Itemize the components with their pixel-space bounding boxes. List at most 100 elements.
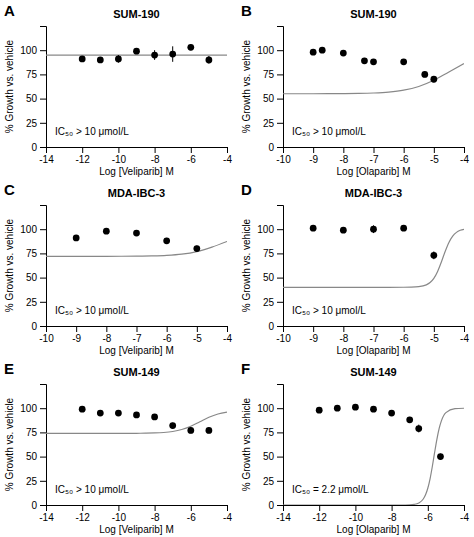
x-tick-label: -8 [339, 333, 348, 344]
x-axis-title: Log [Veliparib] M [99, 524, 174, 535]
y-tick-mark [277, 147, 283, 148]
data-point [415, 425, 422, 432]
data-point [193, 245, 200, 252]
x-tick-label: -7 [370, 154, 379, 165]
x-axis-line [47, 327, 228, 333]
y-tick-mark [277, 74, 283, 75]
data-point [169, 422, 176, 429]
data-point [310, 49, 317, 56]
y-tick-mark [277, 505, 283, 506]
plot-area: -14-12-10-8-6-40255075100SUM-190Log [Vel… [4, 8, 232, 177]
marks [283, 225, 464, 287]
y-axis-line [277, 385, 284, 506]
x-tick-mark [464, 326, 465, 332]
plot-area: -10-9-8-7-6-5-40255075100MDA-IBC-3Log [V… [4, 187, 232, 356]
data-point [334, 405, 341, 412]
y-tick-mark [40, 50, 46, 51]
x-tick: -10 [349, 505, 364, 523]
plot-area: -14-12-10-8-6-40255075100SUM-149Log [Ola… [241, 366, 469, 535]
data-point [340, 227, 347, 234]
x-tick: -14 [39, 147, 54, 165]
x-tick-mark [404, 326, 405, 332]
data-point [400, 225, 407, 232]
data-point [79, 56, 86, 63]
x-tick-label: -6 [187, 154, 196, 165]
x-tick: -10 [276, 326, 291, 344]
x-tick: -5 [430, 326, 439, 344]
x-tick-label: -12 [75, 154, 90, 165]
x-tick-label: -4 [460, 154, 469, 165]
x-axis: -10-9-8-7-6-5-4 [39, 326, 232, 344]
x-tick-label: -12 [75, 512, 90, 523]
x-tick-label: -9 [72, 333, 81, 344]
data-point [133, 230, 140, 237]
panel: -10-9-8-7-6-5-40255075100MDA-IBC-3Log [O… [241, 181, 469, 356]
y-tick-label: 100 [257, 403, 274, 414]
y-tick-mark [277, 229, 283, 230]
x-tick-label: -6 [163, 333, 172, 344]
x-axis: -10-9-8-7-6-5-4 [276, 326, 469, 344]
x-tick-mark [374, 326, 375, 332]
data-point [370, 58, 377, 65]
y-tick-label: 0 [268, 142, 274, 153]
y-tick-label: 25 [263, 118, 275, 129]
y-axis-title: % Growth vs. vehicle [241, 397, 252, 491]
y-tick: 50 [26, 272, 46, 283]
panel-label: B [241, 2, 252, 19]
y-tick-label: 75 [263, 248, 275, 259]
annotation: IC₅₀ > 10 μmol/L [55, 126, 129, 137]
x-tick-mark [434, 147, 435, 153]
x-tick-label: -8 [388, 512, 397, 523]
y-tick: 0 [31, 321, 46, 332]
y-tick-label: 75 [26, 69, 38, 80]
data-point [97, 410, 104, 417]
y-tick-mark [277, 99, 283, 100]
y-tick: 25 [263, 297, 283, 308]
y-tick-label: 50 [26, 451, 38, 462]
x-tick-label: -14 [276, 512, 291, 523]
x-axis-line [284, 506, 465, 512]
data-point [163, 237, 170, 244]
x-tick-mark [82, 147, 83, 153]
y-tick-label: 75 [26, 248, 38, 259]
y-tick: 0 [268, 500, 283, 511]
y-tick: 75 [26, 248, 46, 259]
data-point [115, 56, 122, 63]
x-tick-label: -5 [193, 333, 202, 344]
y-tick-mark [277, 278, 283, 279]
x-axis-title: Log [Olaparib] M [337, 345, 411, 356]
data-point [103, 228, 110, 235]
x-tick-label: -4 [223, 333, 232, 344]
panel-title: SUM-149 [113, 366, 159, 378]
x-axis-line [284, 148, 465, 154]
x-tick-mark [428, 505, 429, 511]
y-tick: 100 [20, 403, 46, 414]
y-tick: 0 [31, 142, 46, 153]
data-point [406, 416, 413, 423]
x-tick-label: -14 [39, 512, 54, 523]
x-tick: -4 [460, 505, 469, 523]
data-point [316, 407, 323, 414]
x-tick: -8 [339, 326, 348, 344]
y-tick-mark [40, 99, 46, 100]
x-tick-mark [374, 147, 375, 153]
y-tick: 75 [263, 69, 283, 80]
x-tick: -8 [151, 147, 160, 165]
data-point [388, 410, 395, 417]
x-tick-mark [155, 147, 156, 153]
x-tick-label: -10 [349, 512, 364, 523]
x-tick-mark [167, 326, 168, 332]
x-tick: -8 [151, 505, 160, 523]
x-tick-mark [106, 326, 107, 332]
y-axis-line [40, 385, 47, 506]
x-axis-line [47, 506, 228, 512]
marks [283, 47, 464, 94]
data-point [151, 52, 158, 59]
x-tick: -9 [309, 147, 318, 165]
data-point [206, 427, 213, 434]
x-axis: -14-12-10-8-6-4 [39, 505, 232, 523]
panel: -10-9-8-7-6-5-40255075100SUM-190Log [Ola… [241, 2, 469, 177]
x-tick-mark [227, 326, 228, 332]
x-axis-title: Log [Olaparib] M [337, 524, 411, 535]
y-tick-label: 0 [31, 142, 37, 153]
